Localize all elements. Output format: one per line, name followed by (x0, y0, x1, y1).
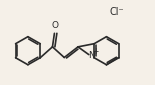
Text: +: + (93, 47, 99, 56)
Text: O: O (52, 21, 59, 30)
Text: N: N (88, 51, 95, 60)
Text: Cl⁻: Cl⁻ (110, 7, 125, 17)
